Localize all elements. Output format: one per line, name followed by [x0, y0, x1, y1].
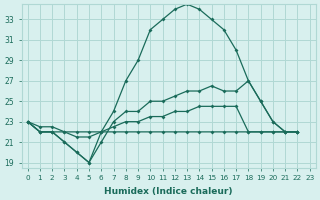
X-axis label: Humidex (Indice chaleur): Humidex (Indice chaleur) — [104, 187, 233, 196]
